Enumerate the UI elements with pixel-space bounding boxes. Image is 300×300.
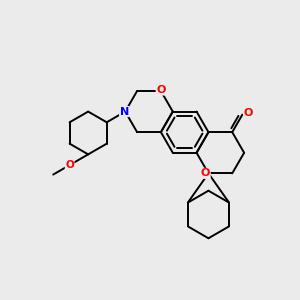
Text: O: O [65, 160, 74, 170]
Text: O: O [156, 85, 166, 95]
Text: N: N [120, 106, 129, 117]
Text: O: O [201, 168, 210, 178]
Text: O: O [244, 108, 253, 118]
